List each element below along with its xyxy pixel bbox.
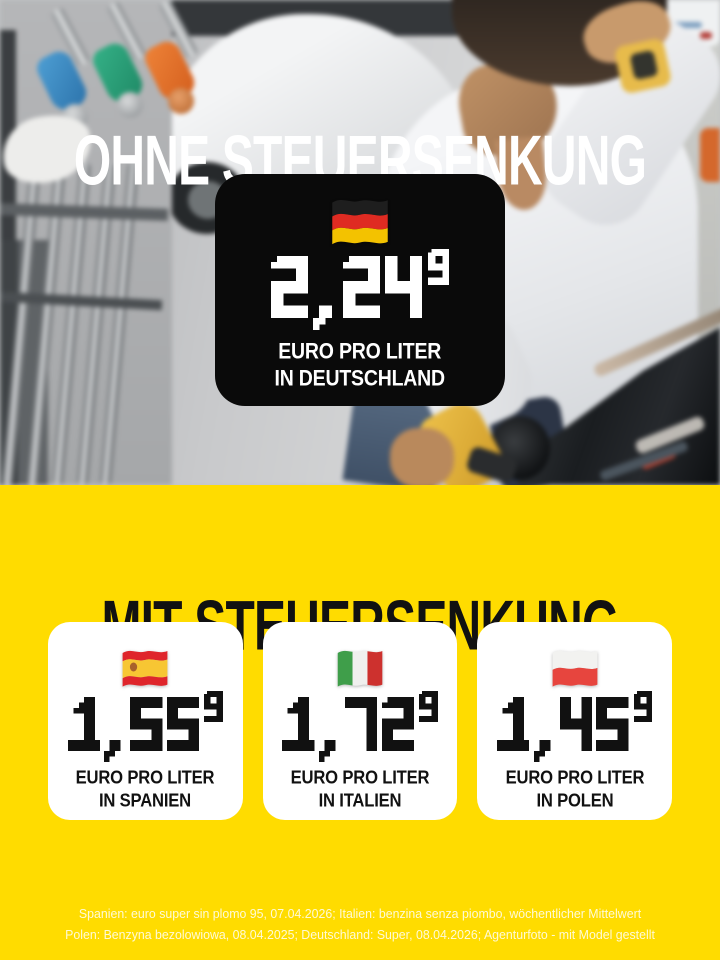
spain-price-label: EURO PRO LITER IN SPANIEN <box>76 766 215 811</box>
source-footnote: Spanien: euro super sin plomo 95, 07.04.… <box>0 904 720 946</box>
germany-price-label: EURO PRO LITER IN DEUTSCHLAND <box>274 338 446 392</box>
spain-price-value <box>67 690 223 762</box>
footnote-line-2: Polen: Benzyna bezolowiowa, 08.04.2025; … <box>65 926 655 942</box>
poland-flag-icon <box>549 646 601 688</box>
country-line: IN POLEN <box>536 788 614 811</box>
poland-price-card: EURO PRO LITER IN POLEN <box>477 622 673 820</box>
watch-face <box>629 49 659 81</box>
orange-pillar <box>700 128 720 182</box>
spain-price-card: EURO PRO LITER IN SPANIEN <box>48 622 243 820</box>
spain-flag-icon <box>119 646 171 688</box>
poland-price-value <box>497 690 653 762</box>
unit-line: EURO PRO LITER <box>278 339 442 365</box>
tax-cut-comparison-section: MIT STEUERSENKUNG EURO PRO LITER IN SPAN… <box>0 485 720 960</box>
poland-price-label: EURO PRO LITER IN POLEN <box>505 766 644 811</box>
germany-price-value <box>270 248 450 331</box>
germany-flag-icon <box>327 194 393 246</box>
country-line: IN SPANIEN <box>99 788 192 811</box>
unit-line: EURO PRO LITER <box>75 766 215 788</box>
gas-station-photo-section: OHNE STEUERSENKUNG EURO PRO LITER IN DEU… <box>0 0 720 485</box>
italy-flag-icon <box>334 646 386 688</box>
unit-line: EURO PRO LITER <box>505 766 645 788</box>
unit-line: EURO PRO LITER <box>290 766 430 788</box>
man-hand-on-nozzle <box>390 428 454 485</box>
country-line: IN DEUTSCHLAND <box>274 366 446 392</box>
country-price-cards: EURO PRO LITER IN SPANIEN EURO PRO LITER… <box>48 622 673 820</box>
background-detail <box>700 32 712 39</box>
gas-station-photo <box>0 0 720 485</box>
footnote-line-1: Spanien: euro super sin plomo 95, 07.04.… <box>78 906 642 921</box>
italy-price-label: EURO PRO LITER IN ITALIEN <box>291 766 430 811</box>
germany-price-card: EURO PRO LITER IN DEUTSCHLAND <box>215 174 505 406</box>
country-line: IN ITALIEN <box>318 788 402 811</box>
italy-price-value <box>282 690 438 762</box>
nozzle-cap <box>168 88 194 114</box>
italy-price-card: EURO PRO LITER IN ITALIEN <box>262 622 458 820</box>
nozzle-cap <box>117 92 143 118</box>
background-detail <box>668 22 702 28</box>
